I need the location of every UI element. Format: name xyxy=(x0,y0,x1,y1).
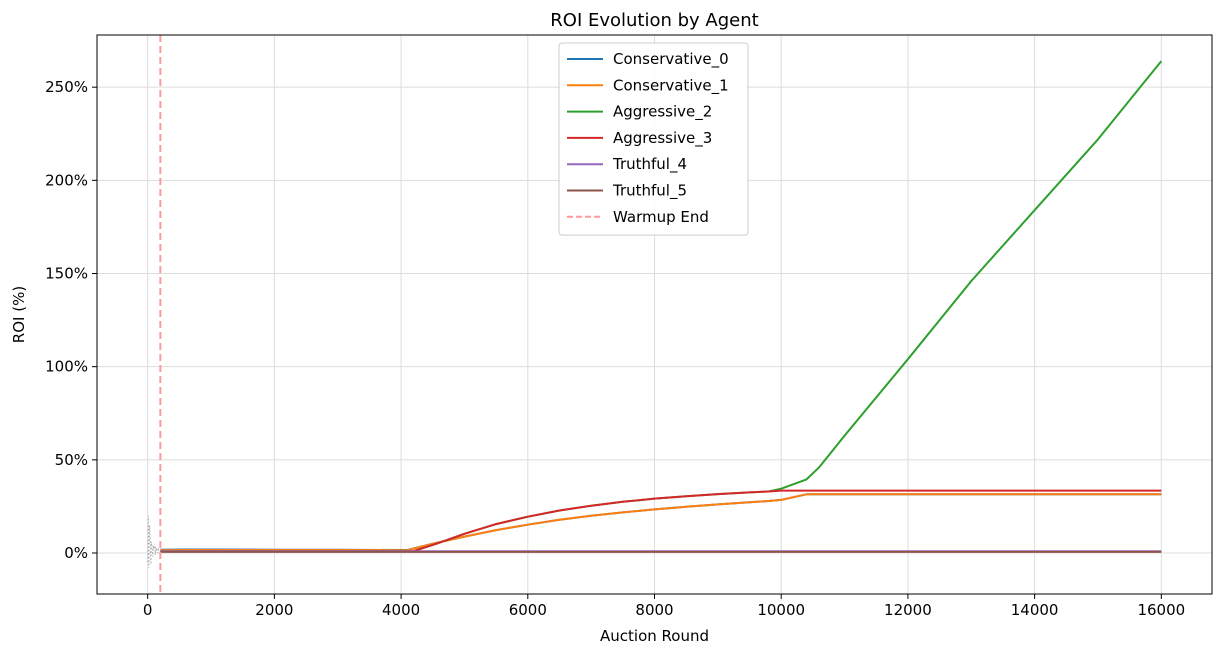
x-tick-label: 8000 xyxy=(635,601,673,619)
y-tick-label: 50% xyxy=(55,451,88,469)
y-axis-label: ROI (%) xyxy=(10,286,28,343)
legend-label: Conservative_1 xyxy=(613,76,729,95)
x-tick-label: 10000 xyxy=(757,601,805,619)
x-tick-label: 14000 xyxy=(1011,601,1059,619)
plot-layer xyxy=(147,35,1163,594)
early-noise-line xyxy=(147,515,161,568)
legend: Conservative_0 Conservative_1 Aggressive_2… xyxy=(558,42,749,236)
x-axis-label: Auction Round xyxy=(600,627,709,645)
legend-label: Warmup End xyxy=(613,208,709,226)
x-tick-label: 6000 xyxy=(509,601,547,619)
legend-label: Aggressive_2 xyxy=(613,103,712,122)
legend-box xyxy=(558,42,749,236)
y-tick-label: 200% xyxy=(45,171,88,189)
x-tick-label: 2000 xyxy=(255,601,293,619)
y-tick-label: 100% xyxy=(45,358,88,376)
x-tick-label: 12000 xyxy=(884,601,932,619)
x-tick-label: 4000 xyxy=(382,601,420,619)
x-tick-label: 0 xyxy=(143,601,153,619)
legend-label: Conservative_0 xyxy=(613,50,729,69)
x-tick-label: 16000 xyxy=(1137,601,1185,619)
y-tick-label: 0% xyxy=(64,544,88,562)
series-line-conservative-1 xyxy=(160,493,1162,552)
legend-label: Truthful_5 xyxy=(612,182,687,201)
y-tick-label: 250% xyxy=(45,78,88,96)
tick-layer: 0 2000 4000 6000 8000 10000 12000 14000 16000 0% 5… xyxy=(45,78,1185,619)
legend-label: Truthful_4 xyxy=(612,155,687,174)
y-tick-label: 150% xyxy=(45,265,88,283)
chart-title: ROI Evolution by Agent xyxy=(550,10,758,31)
legend-label: Aggressive_3 xyxy=(613,129,712,148)
